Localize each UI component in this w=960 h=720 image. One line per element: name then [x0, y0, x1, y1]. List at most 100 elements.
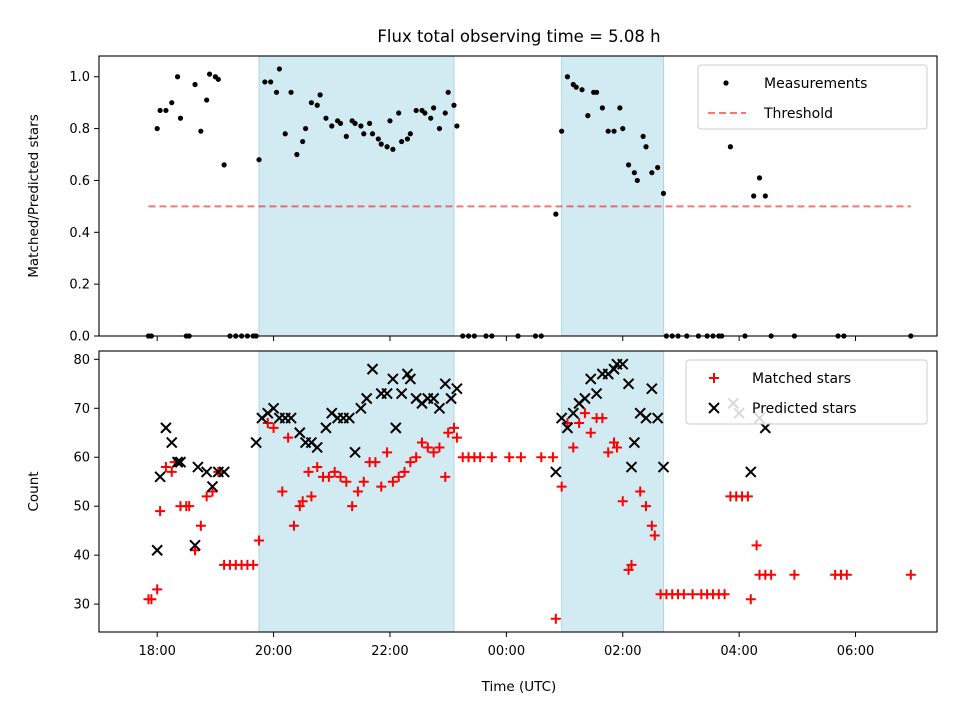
- data-point: [201, 491, 212, 502]
- y-tick-label: 0.2: [69, 278, 90, 293]
- data-point: [590, 387, 603, 400]
- data-point: [190, 545, 201, 556]
- data-point: [171, 456, 184, 468]
- data-point: [329, 123, 335, 129]
- data-point: [323, 471, 334, 482]
- data-point: [416, 437, 427, 448]
- data-point: [268, 79, 274, 85]
- data-point: [294, 151, 300, 158]
- shaded-interval: [561, 55, 664, 337]
- data-point: [611, 442, 622, 453]
- data-point: [169, 100, 175, 106]
- data-point: [283, 432, 294, 443]
- data-point: [254, 535, 265, 546]
- data-point: [422, 110, 428, 116]
- y-tick-label: 60: [73, 451, 90, 466]
- data-point: [649, 170, 655, 176]
- data-point: [343, 133, 349, 139]
- legend-marker: [708, 402, 720, 414]
- data-point: [192, 461, 204, 473]
- data-point: [454, 123, 460, 129]
- data-point: [567, 407, 579, 419]
- data-point: [640, 133, 646, 139]
- data-point: [341, 476, 352, 487]
- data-point: [192, 81, 198, 88]
- data-point: [390, 146, 396, 152]
- data-point: [562, 417, 573, 428]
- data-point: [166, 436, 178, 449]
- y-tick-label: 0.6: [69, 174, 90, 189]
- x-tick-label: 22:00: [371, 644, 408, 659]
- data-point: [387, 373, 399, 385]
- data-point: [553, 211, 559, 217]
- data-point: [756, 175, 763, 181]
- data-point: [762, 193, 768, 199]
- data-point: [599, 105, 605, 111]
- data-point: [370, 457, 381, 468]
- data-point: [384, 144, 390, 150]
- data-point: [445, 392, 457, 405]
- data-point: [152, 584, 163, 595]
- data-point: [617, 105, 623, 111]
- data-point: [660, 190, 667, 197]
- data-point: [905, 569, 916, 580]
- data-point: [163, 107, 169, 114]
- data-point: [428, 115, 434, 121]
- legend-label: Threshold: [763, 106, 833, 122]
- data-point: [405, 457, 416, 468]
- data-point: [404, 373, 417, 385]
- data-point: [399, 466, 410, 477]
- data-point: [678, 589, 689, 600]
- data-point: [593, 89, 600, 95]
- y-tick-label: 50: [73, 500, 90, 515]
- data-point: [267, 402, 280, 414]
- data-point: [751, 193, 757, 199]
- data-point: [276, 66, 283, 72]
- x-axis-label: Time (UTC): [481, 679, 557, 695]
- data-point: [646, 520, 657, 531]
- data-point: [451, 382, 463, 395]
- data-point: [504, 452, 515, 463]
- data-point: [378, 141, 384, 147]
- legend-label: Measurements: [764, 76, 867, 92]
- data-point: [442, 110, 448, 116]
- data-point: [329, 466, 340, 477]
- data-point: [262, 79, 268, 85]
- data-point: [597, 413, 608, 424]
- data-point: [160, 422, 172, 434]
- data-point: [564, 74, 571, 80]
- legend-label: Predicted stars: [752, 401, 857, 417]
- data-point: [288, 89, 294, 95]
- data-point: [439, 378, 451, 390]
- data-point: [248, 559, 259, 570]
- data-point: [451, 432, 462, 443]
- series-measurements: [145, 66, 914, 339]
- data-point: [367, 120, 373, 127]
- data-point: [366, 363, 379, 375]
- legend: Measurements Threshold: [697, 64, 928, 130]
- data-point: [184, 501, 195, 512]
- data-point: [160, 462, 171, 473]
- data-point: [611, 128, 617, 134]
- y-tick-label: 80: [73, 353, 90, 368]
- data-point: [404, 136, 411, 142]
- data-point: [352, 486, 363, 497]
- data-point: [745, 466, 757, 478]
- data-point: [635, 486, 646, 497]
- data-point: [556, 481, 567, 492]
- data-point: [349, 446, 361, 459]
- y-tick-label: 0.8: [69, 122, 90, 137]
- data-point: [643, 144, 649, 150]
- data-point: [559, 128, 565, 134]
- data-point: [631, 170, 637, 176]
- y-tick-label: 0.4: [69, 226, 90, 241]
- data-point: [358, 476, 369, 487]
- y-tick-label: 0.0: [69, 330, 90, 345]
- data-point: [221, 162, 227, 168]
- x-tick-label: 02:00: [604, 644, 641, 659]
- data-point: [766, 569, 777, 580]
- data-point: [204, 97, 210, 103]
- data-point: [355, 402, 367, 414]
- data-point: [751, 540, 762, 551]
